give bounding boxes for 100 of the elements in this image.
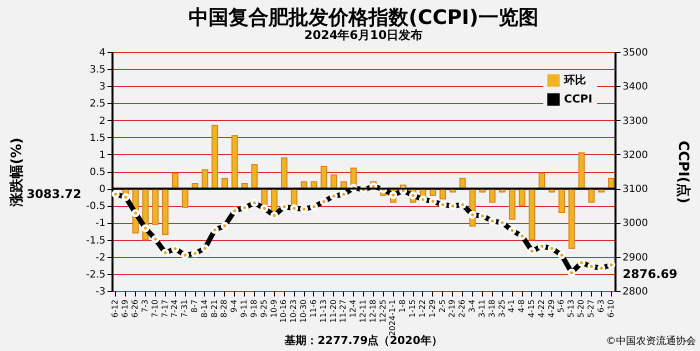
text: ©中国农资流通协会 bbox=[606, 335, 696, 347]
x-tick-label: 2-19 bbox=[448, 300, 457, 318]
text: 2876.69 bbox=[622, 266, 678, 281]
x-tick-label: 5-6 bbox=[556, 300, 566, 313]
bar bbox=[528, 188, 536, 240]
y-axis-title: 涨跌幅(%) bbox=[8, 138, 25, 208]
y-tick-label: -1 bbox=[96, 218, 106, 230]
x-tick-label: 7-24 bbox=[170, 300, 180, 318]
chart-subtitle: 2024年6月10日发布 bbox=[304, 28, 423, 42]
x-tick-label: 8-28 bbox=[220, 300, 229, 318]
x-tick-label: 11-6 bbox=[308, 300, 318, 318]
x-tick-label: 9-4 bbox=[230, 300, 239, 313]
bar bbox=[162, 188, 168, 236]
x-tick-label: 11-13 bbox=[318, 300, 328, 323]
legend-label: CCPI bbox=[564, 92, 592, 106]
x-tick-label: 9-18 bbox=[249, 300, 258, 318]
bar bbox=[152, 188, 159, 225]
y-tick-label: -3 bbox=[96, 286, 106, 298]
text: 3083.72 bbox=[26, 187, 82, 202]
y-tick-label: 2.5 bbox=[90, 98, 106, 110]
y2-tick-label: 3000 bbox=[622, 218, 648, 230]
x-tick-label: 11-20 bbox=[328, 300, 338, 323]
bar bbox=[251, 164, 258, 190]
chart-title: 中国复合肥批发价格指数(CCPI)一览图 bbox=[188, 5, 538, 29]
bar bbox=[588, 188, 595, 203]
x-tick-label: 10-23 bbox=[289, 300, 298, 323]
bar bbox=[231, 135, 238, 190]
y2-tick-label: 3200 bbox=[622, 150, 648, 161]
x-tick-label: 2024-1-1 bbox=[388, 300, 398, 336]
bar bbox=[172, 172, 178, 190]
y-tick-label: 3 bbox=[99, 82, 106, 93]
x-tick-label: 10-16 bbox=[279, 300, 288, 323]
x-tick-label: 4-15 bbox=[526, 300, 536, 318]
y-tick-label: 0.5 bbox=[90, 167, 106, 178]
y2-tick-label: 2800 bbox=[622, 286, 648, 298]
bar bbox=[538, 172, 546, 190]
x-tick-label: 3-11 bbox=[477, 300, 486, 318]
x-tick-label: 6-3 bbox=[596, 300, 606, 313]
x-tick-label: 1-29 bbox=[428, 300, 437, 318]
y-tick-label: 1 bbox=[99, 150, 106, 161]
y-tick-label: -0.5 bbox=[86, 201, 106, 212]
bar bbox=[280, 157, 288, 190]
x-tick-label: 8-21 bbox=[210, 300, 219, 318]
y2-tick-label: 3500 bbox=[622, 48, 648, 58]
bar bbox=[212, 124, 218, 190]
y2-tick-label: 3100 bbox=[622, 184, 648, 196]
x-tick-label: 3-4 bbox=[468, 300, 477, 313]
y-tick-label: 4 bbox=[99, 48, 106, 58]
x-tick-label: 12-4 bbox=[348, 300, 358, 318]
x-tick-label: 12-18 bbox=[368, 300, 378, 323]
x-tick-label: 2-5 bbox=[438, 300, 447, 313]
y2-tick-label: 3300 bbox=[622, 116, 648, 127]
x-tick-label: 6-12 bbox=[110, 300, 120, 318]
x-tick-label: 1-22 bbox=[418, 300, 427, 318]
x-tick-label: 4-1 bbox=[507, 300, 516, 313]
y-tick-label: 3.5 bbox=[90, 64, 106, 76]
x-tick-label: 3-18 bbox=[487, 300, 496, 318]
x-tick-label: 1-15 bbox=[408, 300, 418, 318]
bar bbox=[182, 188, 188, 208]
x-tick-label: 7-17 bbox=[160, 300, 170, 318]
y2-tick-label: 3400 bbox=[622, 82, 648, 93]
bar bbox=[489, 188, 496, 203]
bar bbox=[320, 166, 328, 190]
x-tick-label: 8-7 bbox=[190, 300, 200, 313]
x-tick-label: 8-14 bbox=[200, 300, 209, 318]
y-tick-label: 0 bbox=[99, 184, 106, 196]
x-tick-label: 7-31 bbox=[180, 300, 190, 318]
x-tick-label: 2-26 bbox=[458, 300, 467, 318]
x-tick-label: 9-11 bbox=[240, 300, 249, 318]
x-tick-label: 1-8 bbox=[398, 300, 408, 313]
bar bbox=[202, 169, 208, 190]
bar bbox=[558, 188, 565, 213]
bar bbox=[578, 152, 585, 190]
text: 基期：2277.79点（2020年） bbox=[284, 334, 442, 347]
x-tick-label: 4-29 bbox=[546, 300, 556, 318]
bar bbox=[330, 174, 337, 190]
x-tick-label: 4-8 bbox=[517, 300, 526, 313]
x-tick-label: 5-27 bbox=[586, 300, 596, 318]
x-tick-label: 10-9 bbox=[269, 300, 278, 318]
bar bbox=[508, 188, 516, 220]
x-tick-label: 6-26 bbox=[130, 300, 140, 318]
x-tick-label: 4-22 bbox=[536, 300, 546, 318]
x-tick-label: 12-11 bbox=[358, 300, 368, 323]
y-tick-label: -1.5 bbox=[86, 235, 106, 246]
y-tick-label: 2 bbox=[99, 116, 106, 127]
y2-axis-title: CCPI(点) bbox=[674, 140, 691, 204]
y-tick-label: -2 bbox=[96, 252, 106, 264]
x-tick-label: 5-13 bbox=[566, 300, 576, 318]
x-tick-label: 7-10 bbox=[150, 300, 160, 318]
x-tick-label: 9-25 bbox=[259, 300, 268, 318]
x-tick-label: 7-3 bbox=[140, 300, 150, 313]
bar bbox=[568, 188, 575, 249]
bar bbox=[518, 188, 526, 206]
legend-label: 环比 bbox=[563, 74, 586, 86]
x-tick-label: 5-20 bbox=[576, 300, 586, 318]
y-tick-label: 1.5 bbox=[90, 132, 106, 144]
x-tick-label: 11-27 bbox=[338, 300, 348, 323]
y-tick-label: -2.5 bbox=[86, 269, 106, 280]
y2-tick-label: 2900 bbox=[622, 252, 648, 264]
x-tick-label: 12-25 bbox=[378, 300, 388, 323]
